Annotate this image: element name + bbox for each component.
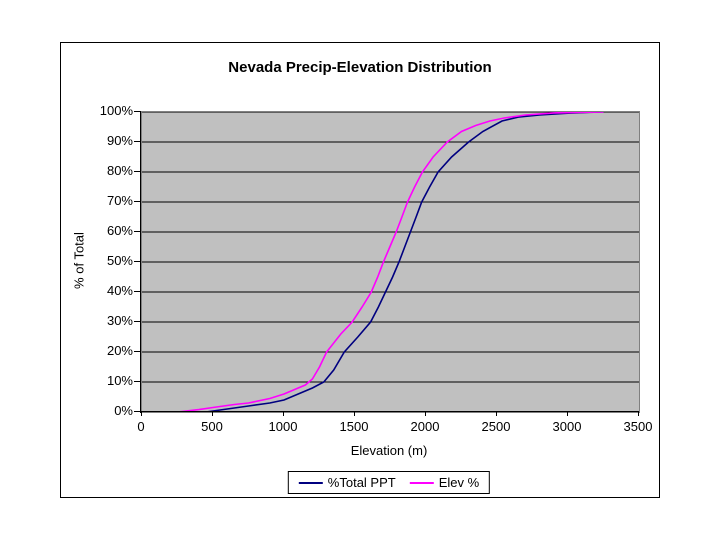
series-line-elev- [177,112,604,412]
y-tick-label: 60% [106,223,133,238]
y-tick-label: 40% [106,283,133,298]
y-tick-mark [134,201,140,202]
y-tick-mark [134,351,140,352]
chart-title: Nevada Precip-Elevation Distribution [228,59,492,76]
x-tick-mark [425,411,426,416]
y-tick-mark [134,141,140,142]
y-tick-mark [134,171,140,172]
x-tick-label: 1500 [339,419,369,434]
x-tick-mark [496,411,497,416]
x-tick-label: 3500 [623,419,653,434]
y-tick-label: 20% [106,343,133,358]
legend-item: %Total PPT [298,475,396,490]
legend-line-sample [409,481,434,484]
x-axis-line [140,411,639,412]
x-tick-mark [212,411,213,416]
y-tick-mark [134,321,140,322]
x-tick-mark [638,411,639,416]
x-tick-label: 3000 [552,419,582,434]
x-tick-mark [567,411,568,416]
legend-label: %Total PPT [327,475,396,490]
plot-area [141,111,640,413]
legend-line-sample [298,481,323,484]
x-tick-mark [354,411,355,416]
x-tick-label: 0 [137,419,145,434]
y-tick-label: 100% [99,103,133,118]
x-axis-title: Elevation (m) [350,443,428,458]
x-tick-mark [283,411,284,416]
y-tick-label: 80% [106,163,133,178]
x-tick-mark [141,411,142,416]
y-axis-title: % of Total [71,232,87,289]
legend-label: Elev % [438,475,480,490]
legend: %Total PPT Elev % [287,471,491,494]
x-tick-label: 2500 [481,419,511,434]
y-tick-mark [134,261,140,262]
y-tick-mark [134,111,140,112]
y-tick-label: 70% [106,193,133,208]
y-tick-label: 10% [106,373,133,388]
y-tick-label: 30% [106,313,133,328]
chart-frame: Nevada Precip-Elevation Distribution 0% 1… [60,42,660,498]
y-tick-mark [134,411,140,412]
y-tick-label: 90% [106,133,133,148]
y-tick-label: 0% [114,403,133,418]
y-tick-mark [134,291,140,292]
y-tick-label: 50% [106,253,133,268]
x-tick-label: 500 [201,419,223,434]
series-line--total-ppt [205,112,604,412]
x-tick-label: 2000 [410,419,440,434]
plot-canvas [142,112,639,412]
y-axis-line [140,111,141,413]
y-tick-mark [134,231,140,232]
y-tick-mark [134,381,140,382]
x-tick-label: 1000 [268,419,298,434]
legend-item: Elev % [409,475,480,490]
